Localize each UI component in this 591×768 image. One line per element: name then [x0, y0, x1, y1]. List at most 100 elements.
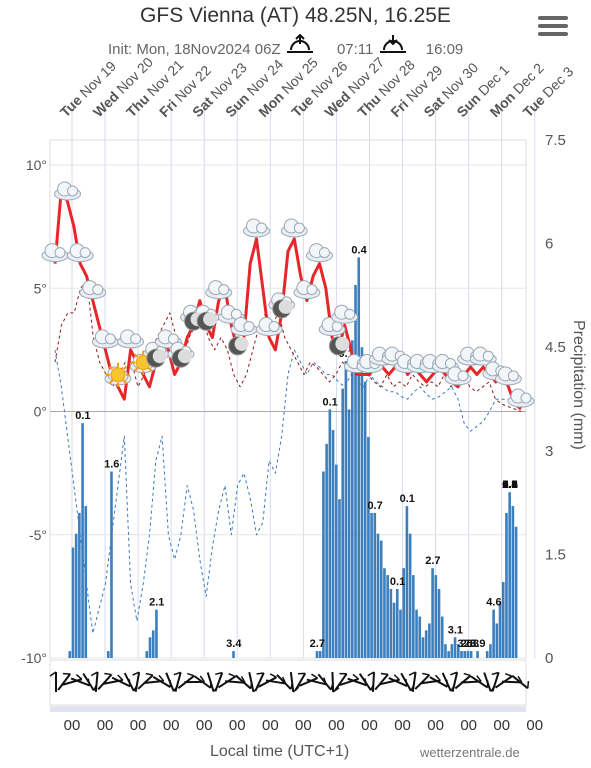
wind-barb-shaft — [94, 671, 99, 693]
cloud-icon — [305, 243, 333, 263]
wind-barb-shaft — [306, 678, 327, 686]
wind-barb-shaft — [214, 672, 224, 692]
precip-bar — [408, 533, 412, 658]
precip-bar — [334, 464, 338, 658]
sun-ray — [108, 365, 114, 370]
wind-barb-shaft — [294, 672, 307, 692]
hour-tick-label: 00 — [64, 717, 81, 734]
wind-barb-shaft — [388, 677, 408, 687]
wind-barb-flag — [158, 674, 165, 682]
precip-bar — [514, 526, 518, 658]
moon-icon — [328, 336, 350, 356]
wind-barb-flag — [132, 671, 140, 676]
cloud-puff — [344, 308, 356, 320]
precip-bar — [383, 568, 386, 658]
wind-barb-flag — [393, 674, 401, 681]
precip-value-label: 1.3 — [502, 479, 517, 491]
precip-bar — [373, 512, 377, 658]
hour-tick-label: 00 — [196, 717, 213, 734]
wind-barb-shaft — [70, 677, 91, 687]
precip-value-label: 1.6 — [104, 459, 119, 471]
precip-bar — [363, 381, 367, 658]
wind-barb-flag — [380, 672, 389, 676]
wind-barb — [90, 671, 99, 693]
wind-barb-shaft — [334, 673, 348, 691]
moon-icon — [171, 348, 192, 368]
precip-bar — [456, 644, 460, 658]
sun-ray — [122, 365, 128, 370]
cloud-icon — [318, 317, 346, 337]
cloud-puff — [507, 370, 519, 382]
precip-tick-label: 0 — [545, 650, 553, 667]
precip-bar — [453, 637, 457, 658]
precip-bar — [399, 609, 402, 658]
cloud-icon — [444, 366, 472, 386]
precip-bar — [351, 340, 354, 658]
wind-barb-flag — [367, 671, 375, 677]
precip-value-label: 0.8 — [502, 479, 517, 491]
wind-barb — [97, 672, 113, 691]
precip-bar — [444, 644, 447, 658]
precip-value-label: 2.1 — [502, 479, 517, 491]
precip-bar — [508, 492, 511, 658]
wind-barb-shaft — [258, 676, 277, 688]
hour-tick-label: 00 — [427, 717, 444, 734]
wind-barb-flag — [75, 674, 83, 680]
precip-bar — [341, 388, 344, 658]
wind-barb — [491, 671, 500, 692]
wind-barb — [450, 671, 459, 692]
precip-bar — [367, 436, 370, 658]
wind-barb — [254, 672, 265, 692]
cloud-puff — [79, 247, 91, 259]
wind-barb-shaft — [193, 675, 212, 689]
precip-bar — [370, 512, 373, 658]
wind-barb-flag — [62, 672, 71, 675]
precip-value-label: 2.3 — [464, 638, 479, 650]
precip-bar — [437, 588, 441, 658]
wind-barb-flag — [215, 671, 223, 676]
wind-barb-flag — [352, 673, 360, 680]
wind-barb — [414, 672, 431, 690]
precip-bar — [498, 602, 502, 658]
cloud-puff — [218, 284, 230, 296]
cloud-icon — [331, 304, 359, 324]
precip-value-label: 0.4 — [351, 244, 367, 256]
precip-value-label: 2.7 — [425, 555, 440, 567]
sun-ray — [148, 367, 153, 372]
wind-barb-flag — [117, 674, 124, 681]
wind-barb — [501, 675, 523, 684]
precip-bar — [405, 506, 409, 658]
wind-barb-shaft — [491, 672, 500, 692]
precip-value-label: 2.4 — [502, 479, 518, 491]
precip-bar — [460, 651, 463, 658]
moon-shade — [335, 336, 350, 351]
wind-barb — [334, 672, 348, 691]
wind-barb-shaft — [165, 672, 175, 692]
wind-barb-flag — [463, 672, 471, 677]
wind-barb — [367, 671, 375, 693]
wind-barb — [132, 671, 141, 693]
precip-bar — [145, 651, 149, 658]
wind-barb-shaft — [174, 672, 182, 692]
precip-bar — [501, 582, 505, 658]
precip-tick-label: 1.5 — [545, 546, 566, 563]
precip-bar — [476, 651, 479, 658]
cloud-puff — [268, 321, 280, 333]
wind-barb-flag — [435, 674, 441, 682]
cloud-puff — [318, 247, 330, 259]
precip-value-label: 1.0 — [502, 479, 517, 491]
moon-shade — [152, 349, 167, 364]
precip-value-label: 2.7 — [310, 638, 325, 650]
credit-link[interactable]: wetterzentrale.de — [420, 745, 520, 760]
sun-disc — [110, 367, 126, 383]
precip-bar — [412, 575, 415, 658]
precip-bar — [424, 630, 428, 658]
precip-bar — [431, 568, 434, 658]
precip-value-label: 0.6 — [502, 479, 517, 491]
menu-icon[interactable] — [538, 16, 568, 38]
wind-barb-shaft — [225, 680, 246, 684]
temp-tick-label: -5° — [29, 527, 47, 543]
moon-icon — [196, 311, 218, 331]
hour-tick-label: 00 — [394, 717, 411, 734]
wind-barb-flag — [339, 672, 347, 675]
